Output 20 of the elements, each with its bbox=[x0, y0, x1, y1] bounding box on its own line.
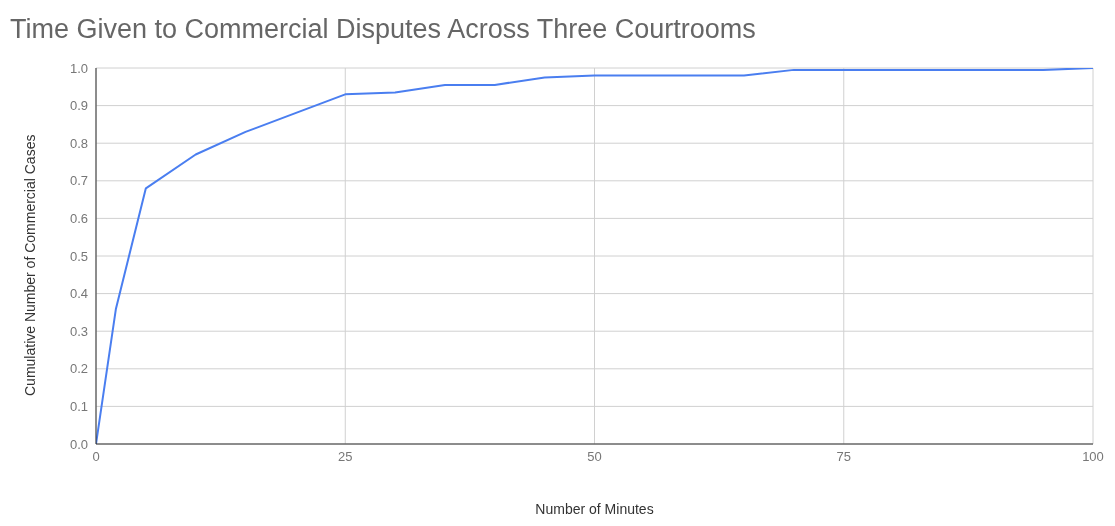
y-tick-label: 0.0 bbox=[69, 436, 88, 452]
y-axis-title: Cumulative Number of Commercial Cases bbox=[21, 134, 38, 396]
y-tick-label: 0.7 bbox=[69, 173, 88, 189]
x-axis-title: Number of Minutes bbox=[535, 501, 654, 517]
y-tick-label: 0.9 bbox=[69, 98, 88, 114]
y-tick-label: 0.8 bbox=[69, 135, 88, 151]
line-series bbox=[96, 68, 1093, 444]
x-tick-label: 0 bbox=[92, 449, 100, 465]
x-tick-label: 25 bbox=[338, 449, 353, 465]
y-tick-label: 0.5 bbox=[69, 248, 88, 264]
y-tick-label: 0.4 bbox=[69, 286, 88, 302]
y-tick-label: 0.1 bbox=[69, 399, 88, 415]
x-tick-label: 50 bbox=[587, 449, 602, 465]
y-tick-label: 1.0 bbox=[69, 60, 88, 76]
x-tick-label: 100 bbox=[1082, 449, 1104, 465]
y-tick-label: 0.2 bbox=[69, 361, 88, 377]
chart-title: Time Given to Commercial Disputes Across Three Courtrooms bbox=[9, 13, 757, 46]
y-tick-label: 0.6 bbox=[69, 211, 88, 227]
x-tick-label: 75 bbox=[836, 449, 851, 465]
y-tick-label: 0.3 bbox=[69, 323, 88, 339]
